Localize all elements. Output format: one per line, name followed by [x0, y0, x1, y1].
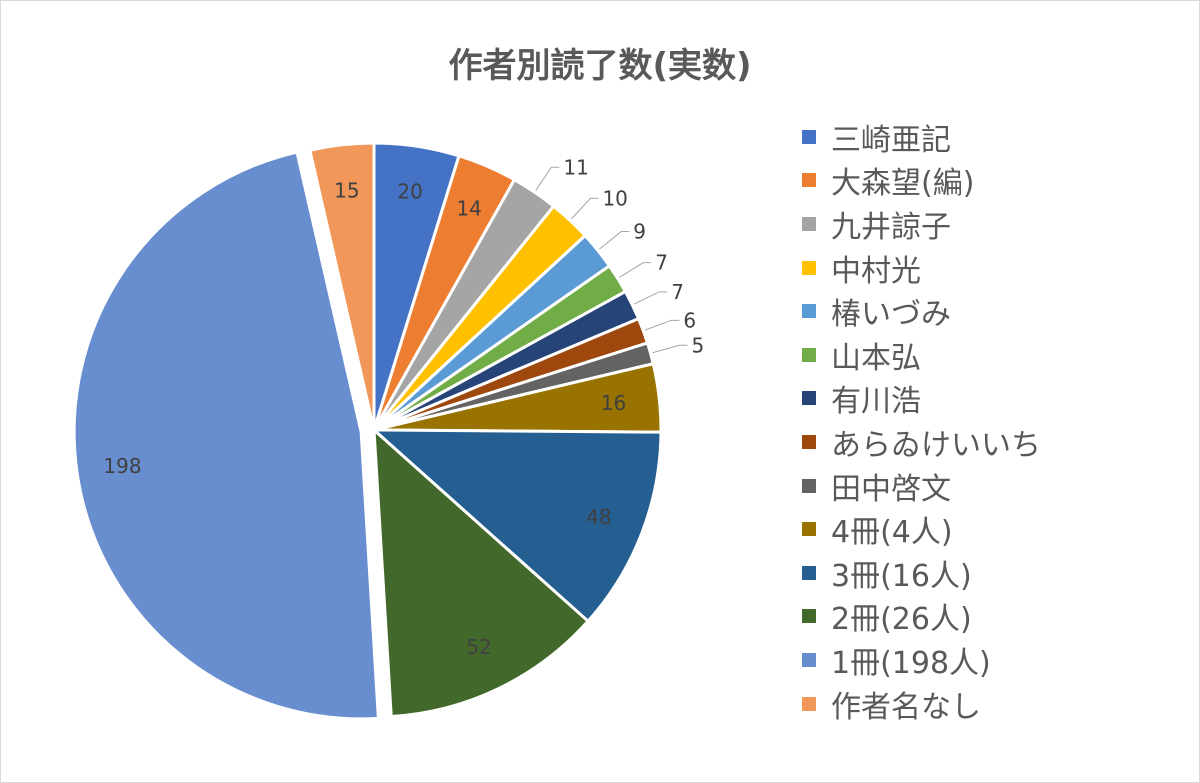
leader-line-4 [570, 197, 599, 220]
legend-swatch [802, 347, 816, 362]
legend-item: 中村光 [802, 246, 1041, 290]
legend-label: 椿いづみ [831, 297, 951, 333]
legend-label: 山本弘 [831, 340, 921, 376]
pie-slice-11 [372, 428, 663, 623]
data-label-9: 5 [691, 333, 704, 357]
data-label-5: 9 [633, 220, 646, 244]
data-label-2: 14 [456, 197, 481, 221]
data-label-11: 48 [586, 505, 611, 529]
legend-swatch [802, 391, 816, 406]
legend-item: 3冊(16人) [802, 551, 1041, 595]
leader-line-5 [599, 231, 630, 250]
legend-swatch [802, 304, 816, 319]
data-label-12: 52 [466, 635, 491, 659]
legend-swatch [802, 696, 816, 711]
data-label-4: 10 [602, 186, 627, 210]
leader-line-9 [652, 344, 688, 354]
legend-swatch [802, 434, 816, 449]
legend-swatch [802, 652, 816, 667]
leader-line-3 [535, 166, 560, 191]
pie-slice-12 [372, 428, 590, 718]
legend-label: 3冊(16人) [831, 558, 972, 594]
legend-item: 山本弘 [802, 333, 1041, 377]
legend-label: 2冊(26人) [831, 602, 972, 638]
data-label-1: 20 [397, 180, 422, 204]
legend-label: 4冊(4人) [831, 515, 953, 551]
legend-item: 三崎亜記 [802, 115, 1041, 159]
legend-swatch [802, 609, 816, 624]
legend-item: 作者名なし [802, 682, 1041, 726]
legend-item: 田中啓文 [802, 464, 1041, 508]
leader-line-6 [619, 262, 652, 278]
legend-item: あらゐけいいち [802, 420, 1041, 464]
chart-title: 作者別読了数(実数) [448, 46, 752, 86]
data-label-10: 16 [601, 391, 626, 415]
legend-swatch [802, 565, 816, 580]
chart-legend: 三崎亜記大森望(編) 九井諒子中村光椿いづみ山本弘有川浩あらゐけいいち 田中啓文 4冊… [802, 115, 1041, 725]
legend-label: 九井諒子 [831, 209, 951, 245]
legend-label: 有川浩 [831, 384, 921, 420]
data-label-6: 7 [655, 251, 668, 275]
legend-item: 1冊(198人) [802, 638, 1041, 682]
data-label-8: 6 [683, 308, 696, 332]
legend-swatch [802, 522, 816, 537]
data-label-3: 11 [563, 155, 588, 179]
legend-label: 中村光 [831, 253, 921, 289]
legend-label: 田中啓文 [831, 471, 951, 507]
legend-item: 有川浩 [802, 377, 1041, 421]
leader-line-8 [644, 319, 680, 331]
legend-swatch [802, 216, 816, 231]
legend-label: 三崎亜記 [831, 122, 951, 158]
legend-swatch [802, 129, 816, 144]
legend-swatch [802, 478, 816, 493]
pie-slice-14 [308, 141, 376, 432]
data-label-13: 198 [103, 454, 141, 478]
legend-item: 九井諒子 [802, 202, 1041, 246]
legend-item: 大森望(編) [802, 159, 1041, 203]
legend-label: 大森望(編) [831, 166, 975, 202]
legend-label: 1冊(198人) [831, 645, 991, 681]
data-label-14: 15 [334, 178, 359, 202]
leader-line-7 [633, 291, 668, 305]
legend-item: 椿いづみ [802, 289, 1041, 333]
legend-label: あらゐけいいち [831, 427, 1041, 463]
legend-item: 2冊(26人) [802, 595, 1041, 639]
legend-item: 4冊(4人) [802, 507, 1041, 551]
legend-swatch [802, 260, 816, 275]
pie-slice-13 [72, 150, 380, 721]
data-label-7: 7 [671, 280, 684, 304]
legend-swatch [802, 173, 816, 188]
legend-label: 作者名なし [831, 689, 981, 725]
